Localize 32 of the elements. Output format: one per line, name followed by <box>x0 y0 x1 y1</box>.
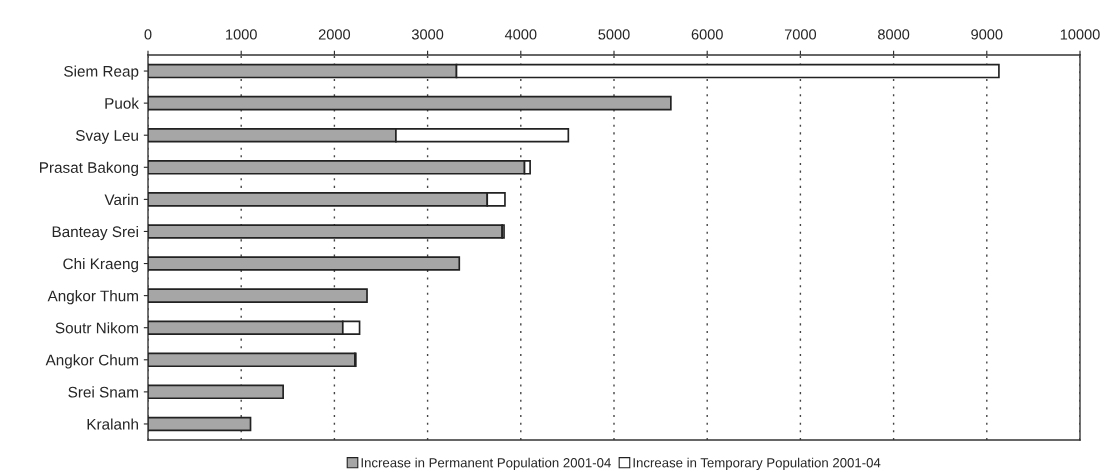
bar <box>148 95 672 111</box>
x-tick-label: 2000 <box>318 29 351 40</box>
x-tick-label: 9000 <box>971 29 1003 40</box>
x-tick-label: 10000 <box>1060 29 1100 40</box>
y-tick-label: Puok <box>105 97 139 109</box>
x-tick-label: 4000 <box>504 29 537 40</box>
legend-label: Increase in Permanent Population 2001-04 <box>361 457 611 471</box>
y-tick-label: Prasat Bakong <box>40 161 138 176</box>
y-tick-label: Srei Snam <box>68 386 138 398</box>
bar <box>148 352 356 368</box>
x-tick-label: 8000 <box>878 29 910 40</box>
y-tick-label: Angkor Chum <box>45 354 138 369</box>
x-tick-label: 7000 <box>784 29 817 40</box>
bar <box>148 384 284 400</box>
y-tick-label: Svay Leu <box>75 130 138 144</box>
y-tick-label: Banteay Srei <box>52 225 138 241</box>
bar <box>148 256 461 271</box>
y-tick-label: Kralanh <box>87 418 138 430</box>
x-tick-label: 5000 <box>598 29 630 40</box>
y-tick-label: Angkor Thum <box>47 290 138 305</box>
x-tick-label: 0 <box>144 29 152 40</box>
x-tick-label: 6000 <box>691 29 723 40</box>
y-tick-label: Siem Reap <box>64 65 139 80</box>
x-tick-label: 1000 <box>226 29 257 40</box>
bar <box>148 416 252 432</box>
x-tick-label: 3000 <box>411 29 444 40</box>
y-tick-label: Soutr Nikom <box>55 322 138 334</box>
bar <box>148 224 503 239</box>
legend-label: Increase in Temporary Population 2001-04 <box>633 457 881 471</box>
y-tick-label: Chi Kraeng <box>63 258 138 273</box>
y-tick-label: Varin <box>104 193 138 206</box>
bar <box>148 288 368 303</box>
